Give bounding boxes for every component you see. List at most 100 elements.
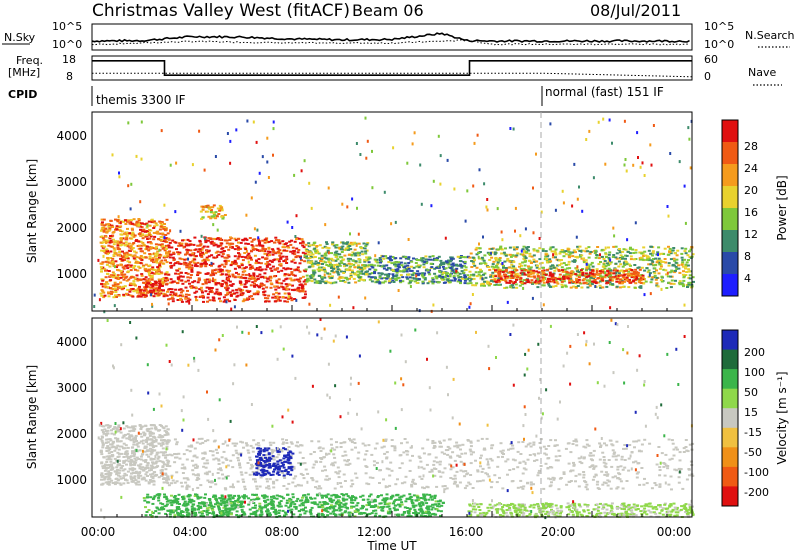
heatmap-cell-1 (554, 439, 557, 442)
heatmap-cell-0 (111, 276, 115, 279)
heatmap-cell-2 (276, 295, 280, 298)
heatmap-cell-0 (155, 260, 158, 262)
heatmap-cell-0 (102, 226, 106, 229)
heatmap-cell-1 (522, 467, 526, 470)
heatmap-cell-4 (457, 276, 461, 279)
heatmap-cell-5 (605, 285, 609, 288)
heatmap-cell-0 (104, 276, 108, 279)
heatmap-cell-5 (664, 269, 668, 272)
heatmap-cell-5 (525, 273, 529, 276)
heatmap-cell-2 (264, 300, 267, 303)
heatmap-cell-6 (532, 269, 535, 272)
noise-panel-frame (91, 23, 693, 51)
heatmap-cell-4 (435, 277, 439, 280)
heatmap-speck (93, 293, 96, 297)
heatmap-cell-3 (323, 252, 327, 255)
heatmap-cell-2 (269, 282, 273, 285)
heatmap-cell-0 (164, 279, 168, 282)
heatmap-cell-2 (188, 282, 191, 285)
heatmap-cell-4 (455, 264, 459, 267)
heatmap-cell-5 (640, 256, 643, 259)
heatmap-cell-0 (155, 466, 159, 468)
heatmap-cell-2 (216, 291, 220, 294)
heatmap-cell-0 (125, 450, 129, 453)
heatmap-cell-0 (134, 284, 137, 287)
heatmap-cell-0 (132, 282, 136, 285)
heatmap-cell-0 (106, 481, 110, 484)
heatmap-cell-0 (132, 443, 136, 446)
heatmap-cell-0 (109, 239, 113, 242)
heatmap-cell-2 (263, 238, 267, 241)
heatmap-cell-5 (674, 279, 677, 282)
heatmap-cell-3 (352, 277, 356, 280)
heatmap-cell-5 (680, 252, 684, 255)
heatmap-cell-3 (358, 261, 362, 264)
heatmap-cell-5 (523, 251, 526, 254)
heatmap-speck (549, 122, 552, 126)
heatmap-cell-2 (197, 279, 201, 282)
heatmap-cell-0 (126, 257, 129, 260)
heatmap-speck (501, 238, 504, 242)
heatmap-cell-6 (524, 269, 528, 271)
heatmap-cell-0 (144, 276, 148, 279)
heatmap-cell-5 (687, 283, 691, 286)
heatmap-cell-2 (194, 295, 198, 298)
heatmap-cell-4 (398, 279, 402, 282)
heatmap-cell-0 (112, 274, 116, 277)
heatmap-cell-5 (526, 246, 530, 248)
heatmap-cell-5 (678, 282, 682, 284)
heatmap-cell-1 (225, 459, 229, 461)
heatmap-cell-2 (260, 268, 264, 271)
heatmap-cell-0 (111, 234, 115, 237)
heatmap-cell-5 (482, 282, 486, 285)
heatmap-cell-0 (112, 273, 116, 276)
heatmap-cell-0 (146, 443, 150, 446)
heatmap-cell-0 (132, 267, 136, 269)
heatmap-cell-6 (596, 273, 600, 276)
heatmap-cell-5 (483, 262, 487, 264)
heatmap-cell-5 (685, 271, 689, 273)
heatmap-cell-2 (254, 262, 258, 265)
heatmap-cell-4 (367, 261, 371, 264)
heatmap-cell-0 (134, 482, 138, 485)
heatmap-cell-0 (145, 290, 149, 293)
heatmap-cell-5 (535, 266, 539, 269)
heatmap-cell-3 (347, 262, 351, 265)
heatmap-speck (250, 196, 253, 200)
heatmap-cell-3 (319, 280, 323, 283)
heatmap-cell-5 (617, 272, 621, 275)
heatmap-cell-1 (657, 446, 661, 448)
heatmap-cell-4 (455, 267, 459, 270)
heatmap-cell-0 (124, 444, 128, 447)
heatmap-cell-5 (502, 251, 506, 254)
heatmap-speck (453, 187, 456, 191)
heatmap-cell-5 (503, 287, 507, 289)
heatmap-cell-0 (109, 443, 113, 446)
heatmap-speck (182, 245, 185, 249)
heatmap-cell-2 (276, 267, 280, 270)
heatmap-cell-6 (546, 279, 550, 282)
heatmap-cell-6 (513, 281, 517, 283)
heatmap-cell-5 (522, 267, 526, 270)
heatmap-cell-0 (129, 439, 133, 442)
heatmap-cell-2 (248, 267, 252, 270)
heatmap-cell-0 (108, 265, 112, 268)
heatmap-cell-3 (315, 280, 319, 283)
heatmap-cell-2 (219, 300, 222, 303)
heatmap-cell-5 (596, 281, 600, 284)
heatmap-cell-5 (574, 255, 578, 258)
heatmap-cell-0 (99, 241, 103, 244)
heatmap-cell-0 (107, 472, 111, 475)
heatmap-cell-0 (104, 260, 108, 263)
heatmap-cell-5 (655, 269, 658, 272)
heatmap-cell-4 (412, 266, 416, 269)
heatmap-cell-0 (145, 226, 149, 229)
heatmap-cell-0 (124, 223, 128, 225)
heatmap-cell-2 (267, 240, 271, 243)
heatmap-cell-0 (115, 472, 119, 475)
heatmap-cell-3 (321, 260, 325, 263)
heatmap-speck (188, 301, 191, 305)
heatmap-cell-6 (562, 277, 566, 280)
heatmap-cell-1 (189, 444, 193, 447)
heatmap-cell-0 (136, 442, 140, 445)
